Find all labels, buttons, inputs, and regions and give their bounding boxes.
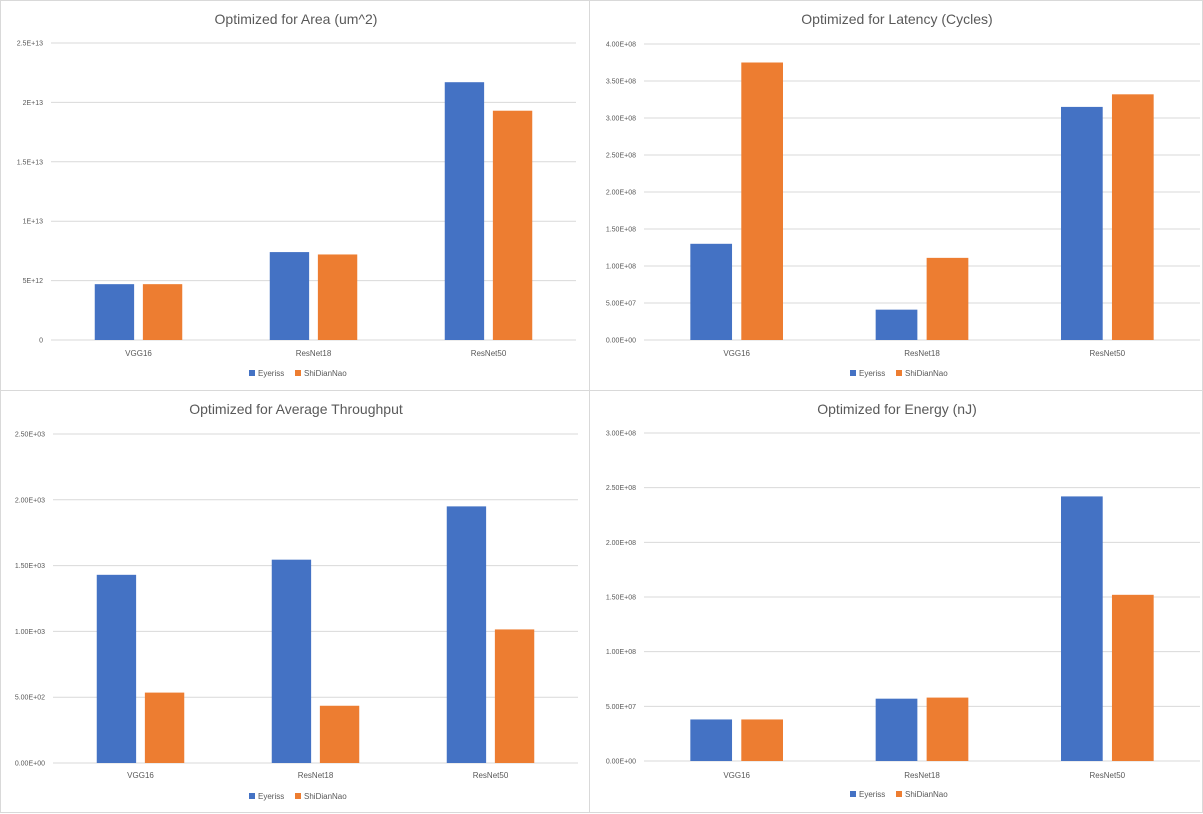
y-tick-label: 0.00E+00 [606, 338, 636, 345]
legend-swatch-shidiannao [295, 793, 301, 799]
legend-swatch-eyeriss [249, 370, 255, 376]
legend-label-shidiannao: ShiDianNao [304, 792, 347, 801]
y-tick-label: 5.00E+07 [606, 301, 636, 308]
y-tick-label: 1E+13 [23, 219, 44, 226]
x-category-label: ResNet18 [296, 349, 332, 358]
bar-eyeriss-vgg16 [690, 719, 733, 761]
bar-eyeriss-vgg16 [94, 284, 135, 340]
chart-panel-energy: Optimized for Energy (nJ) 0.00E+00 5.00E+0… [589, 390, 1203, 813]
chart-title: Optimized for Area (um^2) [215, 11, 378, 27]
bar-eyeriss-resnet50 [444, 82, 485, 340]
x-category-label: ResNet50 [471, 349, 507, 358]
x-category-label: ResNet50 [1090, 771, 1126, 780]
legend-label-eyeriss: Eyeriss [258, 792, 284, 801]
bar-eyeriss-resnet18 [875, 698, 918, 761]
legend-swatch-eyeriss [850, 791, 856, 797]
y-tick-label: 2.00E+03 [15, 497, 45, 504]
x-category-label: ResNet50 [1090, 349, 1126, 358]
bar-eyeriss-resnet18 [875, 309, 918, 340]
legend-swatch-shidiannao [896, 791, 902, 797]
y-tick-label: 1.50E+08 [606, 227, 636, 234]
y-tick-label: 0.00E+00 [606, 759, 636, 766]
y-tick-label: 5.00E+07 [606, 704, 636, 711]
chart-area: Optimized for Area (um^2) 0 5E+12 1E+13 1.5E… [17, 11, 576, 378]
y-tick-label: 5E+12 [23, 278, 44, 285]
y-tick-label: 3.00E+08 [606, 431, 636, 438]
bar-shidiannao-vgg16 [741, 62, 783, 340]
y-tick-label: 1.00E+08 [606, 649, 636, 656]
legend-swatch-shidiannao [295, 370, 301, 376]
x-category-label: VGG16 [723, 771, 750, 780]
chart-panel-throughput: Optimized for Average Throughput 0.00E+00… [0, 390, 590, 813]
bar-shidiannao-resnet50 [494, 629, 535, 763]
chart-latency: Optimized for Latency (Cycles) 0.00E+00 5.… [606, 11, 1200, 378]
chart-title: Optimized for Average Throughput [189, 401, 403, 417]
chart-panel-latency: Optimized for Latency (Cycles) 0.00E+00 5.… [589, 0, 1203, 391]
y-tick-label: 2E+13 [23, 100, 44, 107]
x-category-label: VGG16 [127, 771, 154, 780]
x-category-label: ResNet18 [298, 771, 334, 780]
legend-label-shidiannao: ShiDianNao [905, 790, 948, 799]
bar-eyeriss-vgg16 [96, 574, 137, 763]
y-tick-label: 2.50E+08 [606, 153, 636, 160]
bar-shidiannao-resnet18 [319, 705, 360, 763]
bar-shidiannao-resnet50 [1111, 94, 1154, 340]
y-tick-label: 1.5E+13 [17, 159, 43, 166]
legend-swatch-eyeriss [850, 370, 856, 376]
legend-label-shidiannao: ShiDianNao [905, 369, 948, 378]
bar-shidiannao-resnet50 [492, 110, 533, 340]
chart-title: Optimized for Latency (Cycles) [801, 11, 992, 27]
bar-shidiannao-vgg16 [144, 692, 185, 763]
y-tick-label: 1.00E+03 [15, 629, 45, 636]
y-tick-label: 3.00E+08 [606, 116, 636, 123]
y-tick-label: 5.00E+02 [15, 695, 45, 702]
y-tick-label: 2.00E+08 [606, 190, 636, 197]
bar-eyeriss-vgg16 [690, 243, 733, 340]
bar-eyeriss-resnet50 [1061, 106, 1103, 341]
x-category-label: VGG16 [723, 349, 750, 358]
y-tick-label: 2.5E+13 [17, 41, 43, 48]
y-tick-label: 0 [39, 338, 43, 345]
bar-eyeriss-resnet18 [269, 252, 310, 340]
chart-title: Optimized for Energy (nJ) [817, 401, 977, 417]
y-tick-label: 2.00E+08 [606, 540, 636, 547]
y-tick-label: 2.50E+08 [606, 485, 636, 492]
x-category-label: ResNet18 [904, 349, 940, 358]
chart-throughput: Optimized for Average Throughput 0.00E+00… [15, 401, 578, 801]
bar-shidiannao-resnet18 [926, 697, 969, 761]
y-tick-label: 1.00E+08 [606, 264, 636, 271]
bar-shidiannao-resnet18 [926, 257, 969, 340]
legend-label-eyeriss: Eyeriss [258, 369, 284, 378]
y-tick-label: 1.50E+03 [15, 563, 45, 570]
bar-eyeriss-resnet18 [271, 559, 312, 763]
x-category-label: ResNet50 [473, 771, 509, 780]
x-category-label: ResNet18 [904, 771, 940, 780]
legend-swatch-shidiannao [896, 370, 902, 376]
legend-label-shidiannao: ShiDianNao [304, 369, 347, 378]
legend-swatch-eyeriss [249, 793, 255, 799]
y-tick-label: 2.50E+03 [15, 432, 45, 439]
chart-panel-area: Optimized for Area (um^2) 0 5E+12 1E+13 1.5E… [0, 0, 590, 391]
bar-eyeriss-resnet50 [446, 506, 487, 763]
legend-label-eyeriss: Eyeriss [859, 790, 885, 799]
bar-eyeriss-resnet50 [1061, 496, 1103, 761]
x-category-label: VGG16 [125, 349, 152, 358]
y-tick-label: 3.50E+08 [606, 79, 636, 86]
bar-shidiannao-vgg16 [741, 719, 783, 761]
y-tick-label: 4.00E+08 [606, 42, 636, 49]
y-tick-label: 0.00E+00 [15, 761, 45, 768]
bar-shidiannao-vgg16 [142, 284, 183, 340]
bar-shidiannao-resnet50 [1111, 594, 1154, 761]
legend-label-eyeriss: Eyeriss [859, 369, 885, 378]
chart-energy: Optimized for Energy (nJ) 0.00E+00 5.00E+0… [606, 401, 1200, 799]
bar-shidiannao-resnet18 [317, 254, 358, 340]
y-tick-label: 1.50E+08 [606, 595, 636, 602]
